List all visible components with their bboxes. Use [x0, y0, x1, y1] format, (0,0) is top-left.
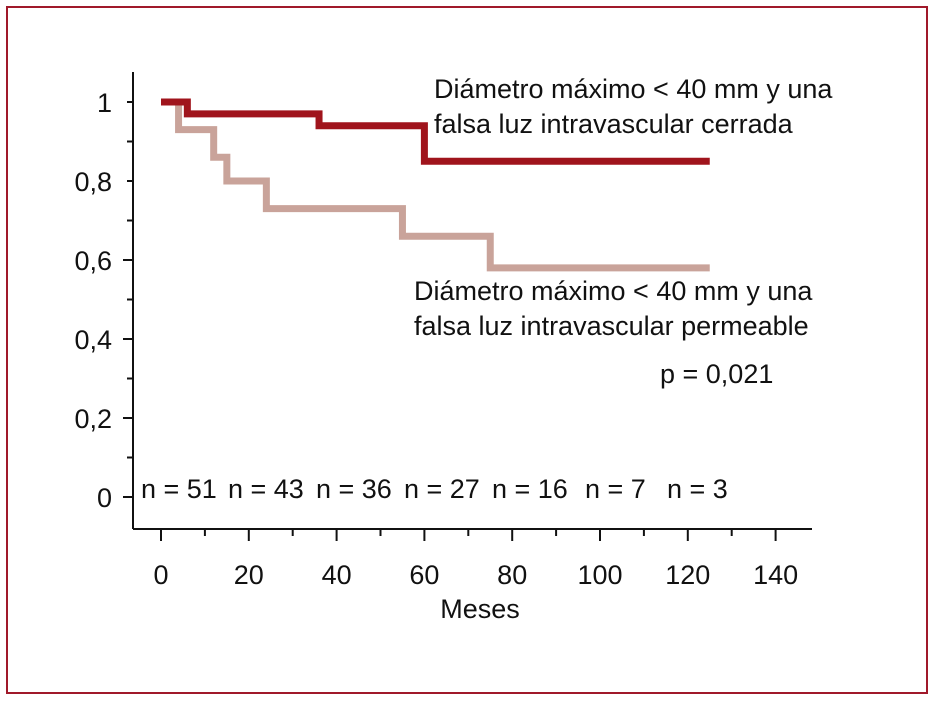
number-at-risk: n = 3	[667, 474, 728, 504]
x-tick-label: 60	[409, 560, 439, 590]
figure-frame	[6, 6, 928, 694]
number-at-risk: n = 43	[228, 474, 304, 504]
series-line-cerrada	[161, 98, 710, 165]
series-line-permeable	[161, 98, 710, 272]
number-at-risk: n = 7	[585, 474, 646, 504]
x-tick-label: 20	[234, 560, 264, 590]
number-at-risk: n = 27	[404, 474, 480, 504]
series-annotation: falsa luz intravascular cerrada	[434, 109, 794, 139]
number-at-risk: n = 51	[141, 474, 217, 504]
series-annotation: Diámetro máximo < 40 mm y una	[434, 74, 833, 104]
x-tick-label: 120	[665, 560, 710, 590]
series-layer	[161, 98, 710, 272]
x-tick-label: 100	[577, 560, 622, 590]
x-axis-title: Meses	[440, 594, 520, 624]
y-tick-label: 0,8	[74, 167, 112, 197]
y-tick-label: 0,6	[74, 246, 112, 276]
series-annotation: Diámetro máximo < 40 mm y una	[414, 276, 813, 306]
y-tick-label: 0,2	[74, 404, 112, 434]
labels-layer: Diámetro máximo < 40 mm y una falsa luz i…	[141, 74, 833, 504]
x-tick-label: 40	[322, 560, 352, 590]
axes: 0 0,2 0,4 0,6 0,8 1 0 20 40 60 80 100 120 140 Meses	[74, 72, 812, 624]
number-at-risk: n = 36	[316, 474, 392, 504]
series-annotation: falsa luz intravascular permeable	[414, 311, 809, 341]
number-at-risk: n = 16	[492, 474, 568, 504]
p-value-label: p = 0,021	[660, 359, 773, 389]
x-tick-label: 80	[497, 560, 527, 590]
x-tick-label: 140	[753, 560, 798, 590]
y-tick-label: 1	[97, 88, 112, 118]
y-tick-label: 0	[97, 483, 112, 513]
y-tick-label: 0,4	[74, 325, 112, 355]
x-tick-label: 0	[153, 560, 168, 590]
